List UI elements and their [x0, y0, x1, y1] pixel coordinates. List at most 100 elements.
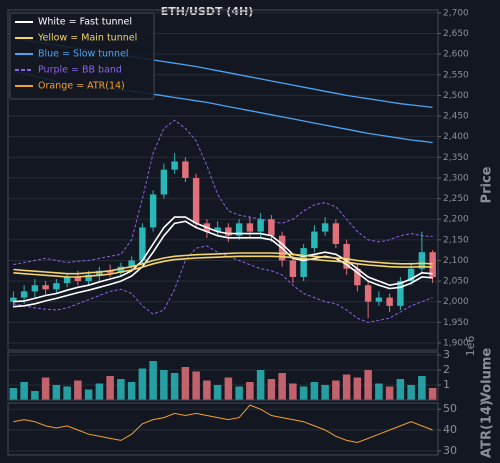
y-tick-label: 2,350	[443, 153, 469, 163]
candle-body	[354, 268, 361, 286]
volume-bar	[95, 383, 104, 400]
candle-body	[171, 161, 178, 170]
y-tick-label: 2,600	[443, 50, 469, 60]
candle-body	[364, 285, 372, 302]
candle-body	[63, 276, 71, 284]
candle-body	[268, 219, 275, 236]
volume-bar	[181, 367, 190, 400]
candle-body	[139, 227, 146, 261]
candle-body	[246, 223, 254, 232]
panel-frame	[7, 402, 439, 456]
y-tick-label: 30	[443, 444, 457, 457]
band-line	[13, 119, 433, 266]
panel	[8, 354, 438, 400]
candle-body	[42, 285, 49, 290]
y-tick-label: 2,150	[443, 235, 469, 245]
volume-bar	[160, 370, 168, 400]
candle-body	[397, 281, 404, 306]
candle-body	[10, 297, 17, 302]
candle-body	[160, 169, 168, 195]
chart-title: ETH/USDT (4H)	[161, 5, 253, 18]
tunnel-line	[13, 255, 433, 278]
atr-line	[13, 404, 433, 444]
y-tick-label: 2,050	[443, 277, 469, 287]
candle-body	[149, 194, 157, 228]
candle-body	[321, 223, 329, 232]
y-axis-label: Price	[480, 166, 495, 203]
candle-body	[20, 291, 28, 298]
candle-body	[214, 227, 221, 232]
candle-body	[117, 266, 125, 273]
legend-label: Blue = Slow tunnel	[38, 49, 129, 60]
volume-bar	[278, 373, 286, 400]
candle-body	[128, 260, 135, 267]
y-tick-label: 2,200	[443, 215, 469, 225]
y-tick-label: 40	[443, 423, 457, 436]
y-tick-label: 1,950	[443, 318, 469, 328]
y-tick-label: 1	[443, 378, 450, 391]
volume-bar	[342, 374, 351, 400]
y-tick-label: 2,700	[443, 8, 469, 18]
volume-bar	[192, 371, 200, 400]
legend-label: White = Fast tunnel	[38, 17, 132, 28]
candle-body	[235, 223, 243, 236]
volume-bar	[9, 388, 18, 400]
volume-bar	[149, 361, 157, 400]
volume-bar	[213, 385, 222, 400]
volume-bar	[235, 386, 243, 400]
candle-body	[289, 260, 297, 277]
volume-bar	[138, 368, 147, 400]
y-tick-label: 2,250	[443, 194, 469, 204]
band-line	[13, 245, 433, 323]
legend-label: Yellow = Main tunnel	[37, 33, 137, 44]
candle-body	[96, 270, 103, 275]
volume-bar	[117, 379, 125, 400]
tunnel-line	[13, 252, 433, 275]
candle-body	[192, 177, 200, 224]
volume-bar	[84, 389, 93, 400]
volume-bar	[41, 377, 50, 400]
y-tick-label: 2,100	[443, 256, 469, 266]
volume-bar	[353, 377, 362, 400]
candle-body	[257, 219, 264, 232]
candle-body	[311, 231, 318, 249]
volume-bar	[31, 391, 39, 400]
volume-bar	[289, 383, 297, 400]
y-tick-label: 2	[443, 363, 450, 376]
volume-bar	[256, 370, 265, 400]
volume-bar	[267, 379, 276, 400]
volume-bar	[127, 382, 136, 400]
volume-bar	[396, 379, 405, 400]
candle-body	[74, 276, 82, 282]
candle-body	[407, 268, 415, 282]
legend: White = Fast tunnel Yellow = Main tunnel B…	[9, 12, 155, 100]
candle-body	[300, 248, 307, 277]
legend-box	[9, 12, 155, 100]
candle-body	[375, 297, 383, 302]
panel-frame	[7, 9, 439, 351]
y-axis-label: Volume	[480, 348, 495, 403]
legend-label: Orange = ATR(14)	[38, 81, 125, 92]
volume-bar	[321, 385, 329, 400]
candle-body	[53, 283, 60, 290]
offset-label: 1e6	[464, 336, 477, 357]
volume-bar	[63, 386, 71, 400]
y-axis-label: ATR(14)	[480, 400, 495, 458]
volume-bar	[106, 376, 114, 400]
panel	[8, 404, 438, 452]
tunnel-line	[13, 216, 433, 303]
volume-bar	[332, 380, 340, 400]
candle-body	[429, 252, 436, 277]
candle-body	[343, 243, 350, 269]
volume-bar	[407, 385, 415, 400]
candle-body	[225, 227, 232, 236]
volume-bar	[20, 382, 28, 400]
volume-bar	[52, 385, 61, 400]
candle-body	[85, 274, 92, 282]
volume-bar	[224, 377, 233, 400]
candle-body	[386, 297, 393, 306]
y-tick-label: 3	[443, 348, 450, 361]
legend-label: Purple = BB band	[38, 65, 122, 76]
